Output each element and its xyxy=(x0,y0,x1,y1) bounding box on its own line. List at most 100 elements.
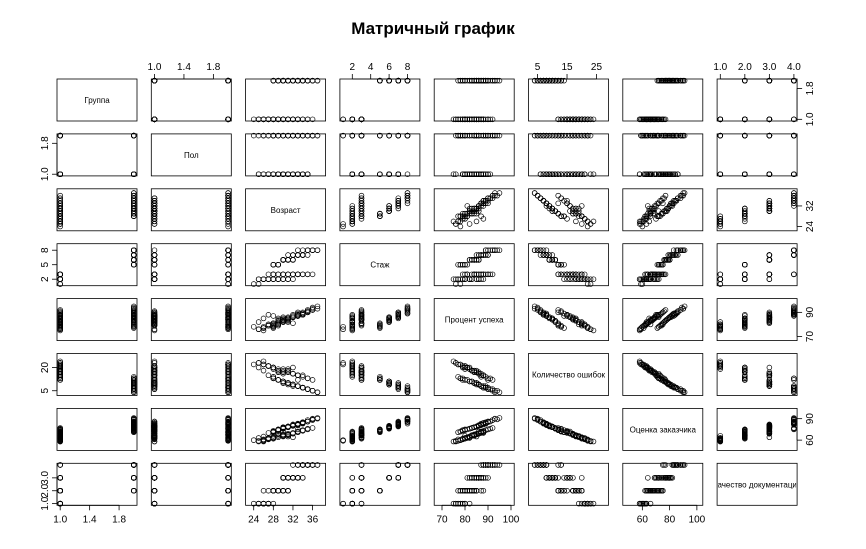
point-0-4-87 xyxy=(469,77,475,84)
point-2-4-89 xyxy=(476,203,482,209)
panel-frame xyxy=(528,188,609,232)
point-4-2-89 xyxy=(290,314,296,320)
point-3-0-91 xyxy=(131,252,137,258)
point-4-1-86 xyxy=(151,313,158,319)
point-0-4-95 xyxy=(492,77,498,84)
point-3-5-5 xyxy=(590,276,597,282)
point-0-5-44 xyxy=(576,116,582,123)
point-6-2-3 xyxy=(265,430,272,436)
panel-1-1: Пол xyxy=(150,133,232,177)
panel-1-2 xyxy=(245,132,327,177)
point-2-7-92 xyxy=(766,205,773,212)
point-1-6-81 xyxy=(666,132,673,139)
point-3-0-46 xyxy=(57,276,63,282)
point-3-5-92 xyxy=(549,257,556,263)
panel-frame xyxy=(716,188,798,232)
point-2-6-30 xyxy=(642,216,648,222)
point-4-2-79 xyxy=(314,303,321,310)
panel-2-1 xyxy=(150,188,232,232)
point-0-6-17 xyxy=(657,116,663,123)
point-1-6-46 xyxy=(643,132,650,139)
point-3-6-40 xyxy=(647,271,654,278)
point-2-5-42 xyxy=(584,218,591,225)
panel-frame xyxy=(716,353,798,396)
point-2-7-49 xyxy=(791,203,797,209)
point-0-4-41 xyxy=(478,116,484,123)
point-5-2-11 xyxy=(290,364,296,371)
point-1-0-95 xyxy=(131,132,137,139)
point-2-6-42 xyxy=(638,218,644,225)
point-4-2-3 xyxy=(265,312,272,318)
point-0-6-33 xyxy=(636,116,643,123)
point-0-5-45 xyxy=(570,116,576,123)
point-3-2-75 xyxy=(285,252,291,258)
point-1-4-91 xyxy=(480,132,487,139)
panel-frame xyxy=(339,188,421,232)
point-1-6-21 xyxy=(642,171,648,177)
point-2-3-93 xyxy=(404,200,411,207)
point-0-6-40 xyxy=(647,116,654,123)
point-2-6-43 xyxy=(660,195,666,201)
point-3-1-64 xyxy=(151,247,158,253)
point-3-6-26 xyxy=(639,276,646,282)
point-0-6-92 xyxy=(664,77,670,84)
point-0-6-85 xyxy=(677,77,684,84)
point-1-0-47 xyxy=(57,171,63,177)
point-4-1-89 xyxy=(225,314,231,320)
point-0-6-29 xyxy=(658,116,665,123)
point-1-6-33 xyxy=(636,171,643,177)
point-1-6-74 xyxy=(666,171,673,177)
point-1-6-83 xyxy=(673,132,680,139)
panel-6-1 xyxy=(150,407,232,451)
point-1-6-95 xyxy=(680,132,686,139)
point-3-4-42 xyxy=(455,276,461,282)
point-1-6-47 xyxy=(655,171,662,177)
point-3-6-36 xyxy=(662,271,669,278)
panel-0-2 xyxy=(245,77,327,123)
point-5-2-82 xyxy=(275,377,281,383)
point-3-6-84 xyxy=(665,257,671,263)
point-3-1-87 xyxy=(225,257,231,263)
point-3-0-94 xyxy=(131,257,137,263)
point-3-4-85 xyxy=(489,247,496,253)
panel-3-2 xyxy=(245,243,327,287)
point-3-6-92 xyxy=(664,257,670,263)
point-2-6-34 xyxy=(654,200,661,207)
variable-label-1: Пол xyxy=(184,151,199,160)
point-2-7-93 xyxy=(791,200,797,207)
point-2-0-90 xyxy=(131,213,137,219)
point-2-4-57 xyxy=(492,192,498,199)
point-2-7-94 xyxy=(766,208,773,214)
point-2-3-89 xyxy=(395,203,402,209)
point-3-6-88 xyxy=(675,252,681,258)
point-0-4-42 xyxy=(455,116,461,123)
point-1-5-77 xyxy=(558,132,564,139)
point-1-6-35 xyxy=(647,171,654,177)
panel-frame xyxy=(245,298,327,342)
panel-frame xyxy=(339,78,421,122)
panel-frame xyxy=(622,298,704,342)
point-1-3-87 xyxy=(386,132,392,139)
point-0-4-93 xyxy=(482,77,489,84)
point-2-6-78 xyxy=(668,200,674,207)
point-4-0-79 xyxy=(131,303,137,310)
point-2-6-44 xyxy=(645,210,651,217)
point-1-5-95 xyxy=(531,132,538,139)
point-2-5-85 xyxy=(534,192,541,199)
point-3-5-43 xyxy=(558,271,564,278)
point-1-6-69 xyxy=(679,132,685,139)
point-2-6-49 xyxy=(669,203,676,209)
point-3-4-87 xyxy=(469,257,475,263)
point-1-5-34 xyxy=(564,132,570,139)
point-2-5-0 xyxy=(578,221,585,227)
point-1-6-77 xyxy=(655,132,662,139)
point-0-5-95 xyxy=(531,77,538,84)
point-0-6-83 xyxy=(673,77,680,84)
point-3-2-47 xyxy=(295,271,301,278)
point-2-3-8 xyxy=(358,216,365,222)
point-0-5-40 xyxy=(573,116,579,123)
point-1-5-88 xyxy=(537,171,544,177)
point-1-6-18 xyxy=(649,132,655,139)
panel-6-6: Оценка заказчика xyxy=(622,407,704,451)
point-3-2-40 xyxy=(280,271,286,278)
